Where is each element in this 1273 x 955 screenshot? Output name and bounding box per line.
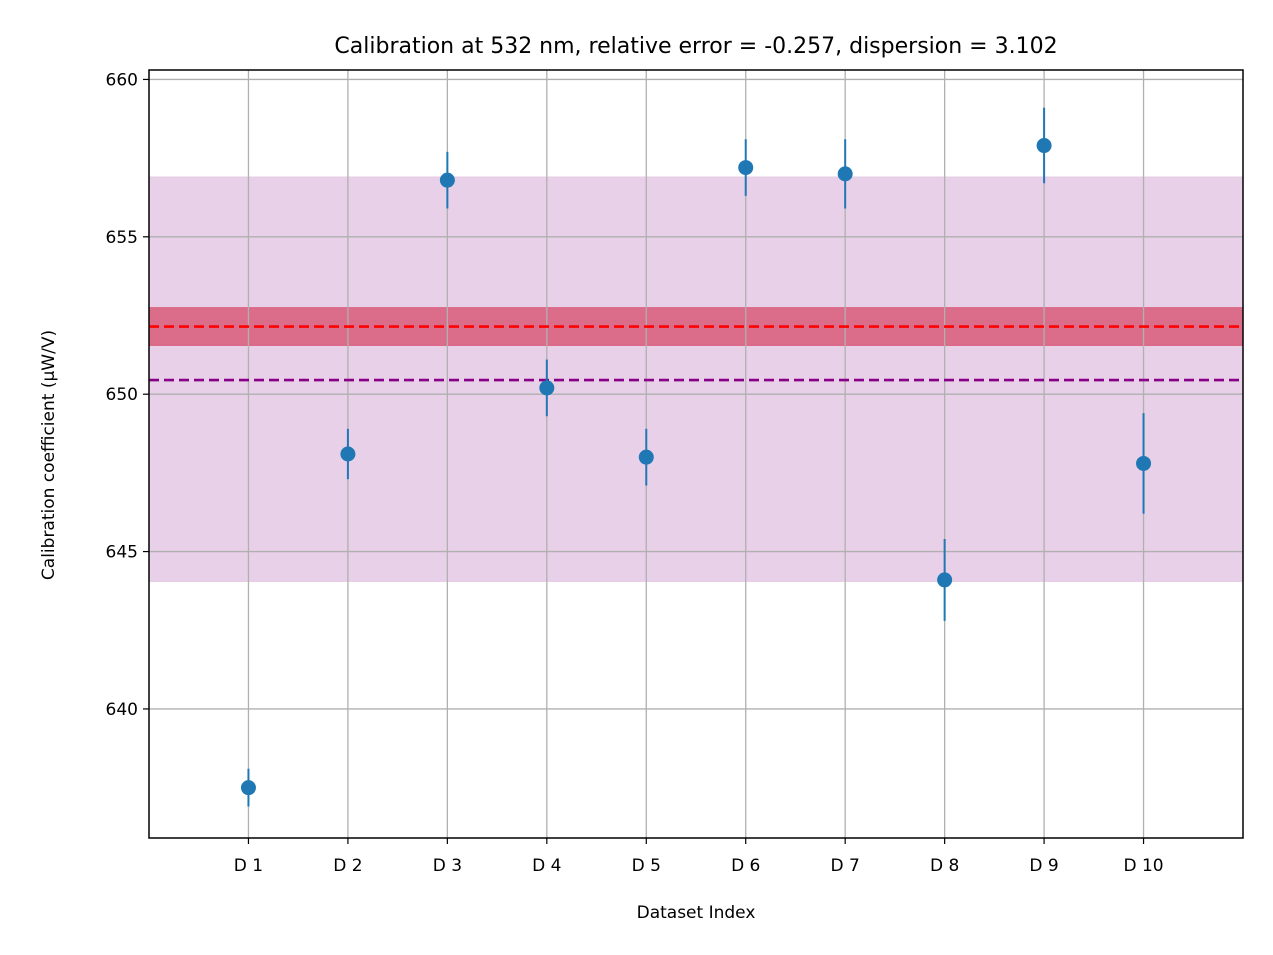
- x-tick-label-8: D 8: [930, 856, 959, 876]
- x-tick-label-4: D 4: [532, 856, 561, 876]
- x-tick-label-5: D 5: [632, 856, 661, 876]
- y-tick-label-5: 660: [106, 70, 138, 90]
- x-tick-label-2: D 2: [333, 856, 362, 876]
- y-axis-label: Calibration coefficient (μW/V): [39, 330, 59, 580]
- data-point-4: [539, 380, 555, 396]
- plot-frame: [148, 69, 1244, 839]
- data-point-7: [837, 166, 853, 182]
- data-point-8: [937, 572, 953, 588]
- x-tick-label-10: D 10: [1123, 856, 1163, 876]
- data-point-1: [240, 780, 256, 796]
- y-tick-label-2: 645: [106, 543, 138, 563]
- x-axis-label: Dataset Index: [637, 903, 756, 923]
- y-tick-label-1: 640: [106, 700, 138, 720]
- data-point-9: [1036, 138, 1052, 154]
- x-tick-label-9: D 9: [1029, 856, 1058, 876]
- y-tick-label-3: 650: [106, 385, 138, 405]
- data-point-6: [738, 160, 754, 176]
- x-axis-ticks: D 1 D 2 D 3 D 4 D 5 D 6 D 7 D 8 D 9 D 10: [234, 838, 1164, 876]
- data-point-10: [1136, 455, 1152, 471]
- x-tick-label-7: D 7: [831, 856, 860, 876]
- data-point-5: [638, 449, 654, 465]
- x-tick-label-3: D 3: [433, 856, 462, 876]
- data-point-2: [340, 446, 356, 462]
- y-axis-ticks: 640 645 650 655 660: [106, 70, 149, 720]
- x-tick-label-1: D 1: [234, 856, 263, 876]
- y-tick-label-4: 655: [106, 228, 138, 248]
- reference-lines: [149, 325, 1243, 382]
- data-point-3: [439, 172, 455, 188]
- data-points: [240, 107, 1152, 807]
- chart-title: Calibration at 532 nm, relative error = …: [334, 34, 1057, 59]
- x-tick-label-6: D 6: [731, 856, 760, 876]
